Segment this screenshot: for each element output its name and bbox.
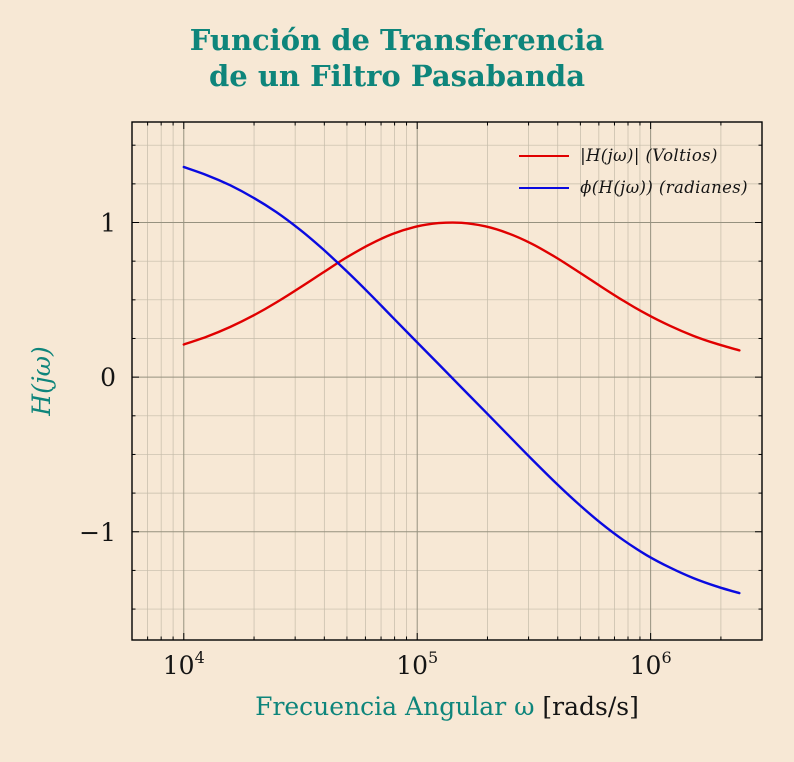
x-axis-label-units: [rads/s] (534, 692, 639, 721)
magnitude-line-swatch (519, 154, 570, 157)
phase-line-swatch (519, 186, 570, 189)
y-tick-label: 0 (100, 363, 116, 392)
x-tick-label: 105 (396, 648, 438, 680)
legend-label-magnitude: |H(jω)| (Voltios) (580, 146, 718, 165)
legend-item-magnitude: |H(jω)| (Voltios) (519, 146, 748, 165)
x-axis-label-main: Frecuencia Angular ω (255, 692, 535, 721)
chart-title-line1: Función de Transferencia (189, 23, 605, 57)
y-tick-label: 1 (100, 209, 116, 238)
legend-item-phase: ϕ(H(jω)) (radianes) (519, 178, 748, 197)
x-tick-label: 104 (163, 648, 205, 680)
chart-title-line2: de un Filtro Pasabanda (209, 59, 585, 94)
chart-title: Función de Transferencia de un Filtro Pa… (0, 22, 794, 95)
y-axis-label: H(jω) (27, 346, 56, 416)
y-tick-label: −1 (79, 518, 116, 547)
legend: |H(jω)| (Voltios) ϕ(H(jω)) (radianes) (519, 146, 748, 197)
x-tick-label: 106 (630, 648, 672, 680)
legend-label-phase: ϕ(H(jω)) (radianes) (580, 178, 748, 197)
x-axis-label: Frecuencia Angular ω [rads/s] (132, 692, 762, 721)
